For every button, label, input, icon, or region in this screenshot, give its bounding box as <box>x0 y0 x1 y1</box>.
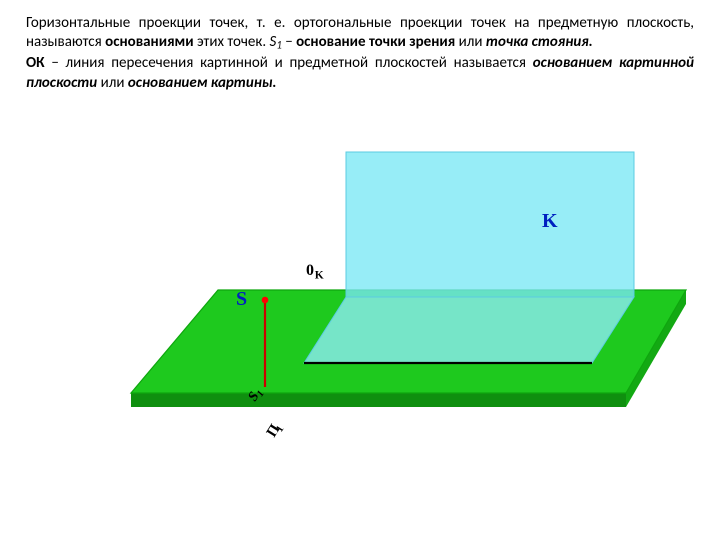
label-OK: 0 <box>306 262 314 279</box>
paragraph-1: Горизонтальные проекции точек, т. е. орт… <box>26 14 694 52</box>
perspective-diagram: SK0KS1П1 <box>26 95 694 475</box>
p2-or: или <box>97 74 128 92</box>
p1-plain-c: этих точек. <box>194 33 270 51</box>
p1-bi-tochka: точка стояния. <box>486 33 593 51</box>
label-S: S <box>236 288 247 310</box>
paragraph-2: ОК − линия пересечения картинной и предм… <box>26 54 694 92</box>
viewpoint-dot <box>262 296 269 303</box>
p1-dash: − <box>282 33 296 51</box>
p1-bold-osn-tochki: основание точки зрения <box>296 33 455 51</box>
picture-plane-upper <box>346 152 634 297</box>
picture-plane-lower <box>304 297 634 363</box>
p2-bi-osn-kartiny: основанием картины. <box>128 74 277 92</box>
label-K: K <box>542 210 558 232</box>
p1-bold-osnovaniyami: основаниями <box>105 33 193 51</box>
p1-or: или <box>455 33 486 51</box>
ground-side-front <box>131 393 626 407</box>
label-OK-sub: K <box>315 269 324 281</box>
p2-plain-b: − линия пересечения картинной и предметн… <box>45 54 533 72</box>
p2-bold-OK: ОК <box>26 54 45 72</box>
